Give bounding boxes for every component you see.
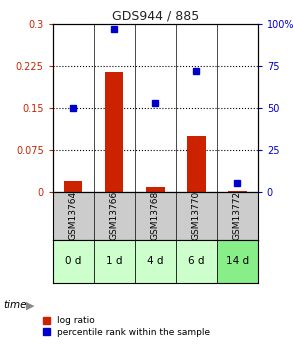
Text: GSM13764: GSM13764 [69,191,78,240]
Text: 1 d: 1 d [106,256,122,266]
Legend: log ratio, percentile rank within the sample: log ratio, percentile rank within the sa… [42,316,210,337]
Bar [176,240,217,283]
Bar [53,240,94,283]
Bar [217,240,258,283]
Text: 6 d: 6 d [188,256,205,266]
Text: GSM13766: GSM13766 [110,191,119,240]
Bar [135,240,176,283]
Text: GSM13772: GSM13772 [233,191,242,240]
Text: GSM13770: GSM13770 [192,191,201,240]
Bar [64,181,83,192]
Text: time: time [3,300,26,310]
Bar [187,136,205,192]
Title: GDS944 / 885: GDS944 / 885 [112,10,199,23]
Text: 0 d: 0 d [65,256,81,266]
Bar [146,187,165,192]
Text: 14 d: 14 d [226,256,249,266]
Bar [105,72,124,192]
Text: ▶: ▶ [26,300,35,310]
Bar [94,240,135,283]
Text: GSM13768: GSM13768 [151,191,160,240]
Text: 4 d: 4 d [147,256,163,266]
Bar [228,191,246,192]
